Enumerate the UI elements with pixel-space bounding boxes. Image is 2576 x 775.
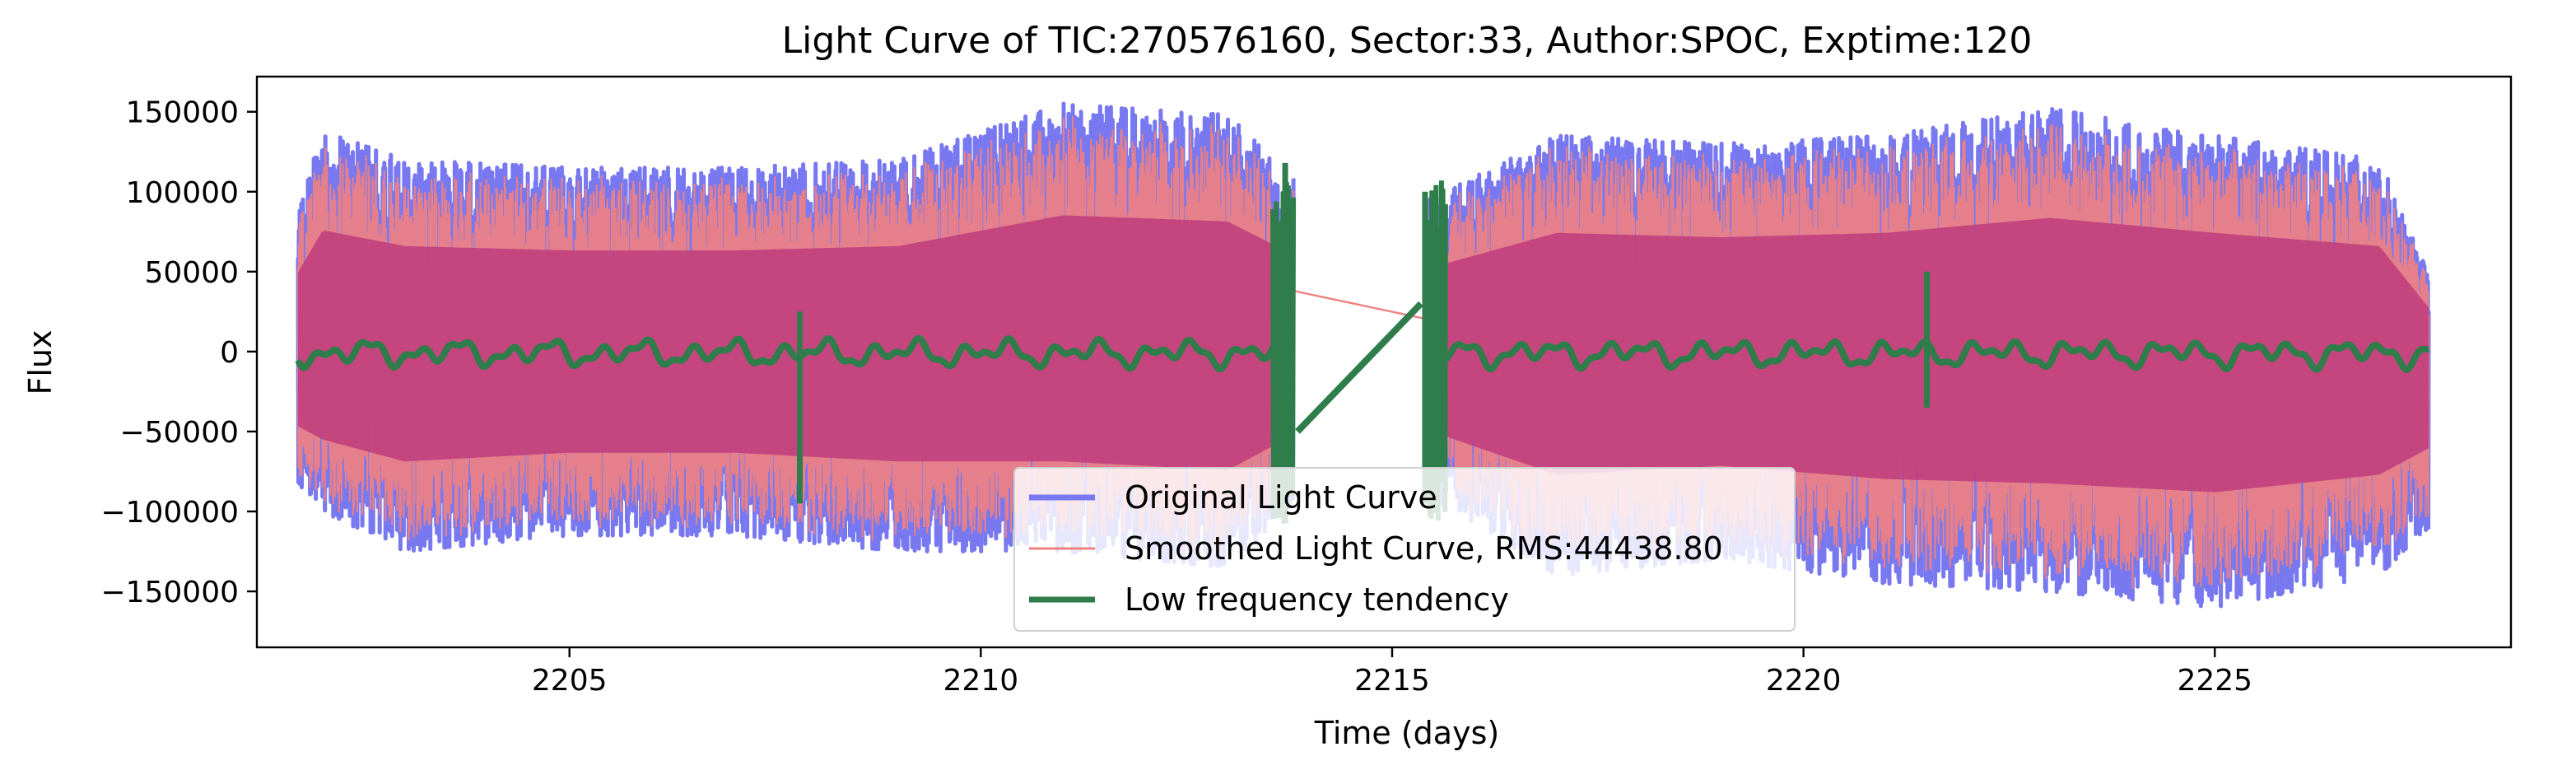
y-tick-label: 0 bbox=[220, 336, 239, 370]
y-tick-label: 50000 bbox=[144, 256, 239, 290]
legend-box bbox=[1013, 467, 1796, 632]
y-axis-label: Flux bbox=[22, 330, 58, 395]
x-tick-label: 2220 bbox=[1766, 664, 1842, 698]
legend: Original Light Curve Smoothed Light Curv… bbox=[1013, 467, 1796, 632]
legend-label-original: Original Light Curve bbox=[1125, 479, 1437, 516]
tendency-gap-edge-0 bbox=[1270, 182, 1297, 524]
legend-label-tendency: Low frequency tendency bbox=[1125, 581, 1509, 618]
tendency-curve-segment-0 bbox=[295, 334, 1296, 373]
plot-area bbox=[295, 101, 2431, 609]
plot-frame bbox=[255, 75, 2513, 649]
x-tick-label: 2205 bbox=[532, 664, 608, 698]
y-tick-label: −50000 bbox=[119, 416, 239, 450]
tendency-gap-edge-1 bbox=[1427, 180, 1448, 521]
x-axis: 2205 2210 2215 2220 2225 bbox=[532, 647, 2252, 698]
chart-title: Light Curve of TIC:270576160, Sector:33,… bbox=[782, 20, 2033, 62]
signal-core-0 bbox=[298, 215, 1294, 470]
x-tick-label: 2215 bbox=[1354, 664, 1430, 698]
y-axis: 150000 100000 50000 0 −50000 −100000 −150000 bbox=[100, 96, 257, 609]
y-tick-label: 150000 bbox=[126, 96, 239, 130]
legend-label-smoothed: Smoothed Light Curve, RMS:44438.80 bbox=[1125, 530, 1723, 567]
y-tick-label: 100000 bbox=[126, 176, 239, 210]
tendency-gap-line bbox=[1295, 301, 1423, 434]
y-tick-label: −150000 bbox=[100, 576, 239, 609]
x-tick-label: 2210 bbox=[943, 664, 1019, 698]
x-axis-label: Time (days) bbox=[1314, 715, 1499, 751]
y-tick-label: −100000 bbox=[100, 496, 239, 530]
x-tick-label: 2225 bbox=[2177, 664, 2252, 698]
